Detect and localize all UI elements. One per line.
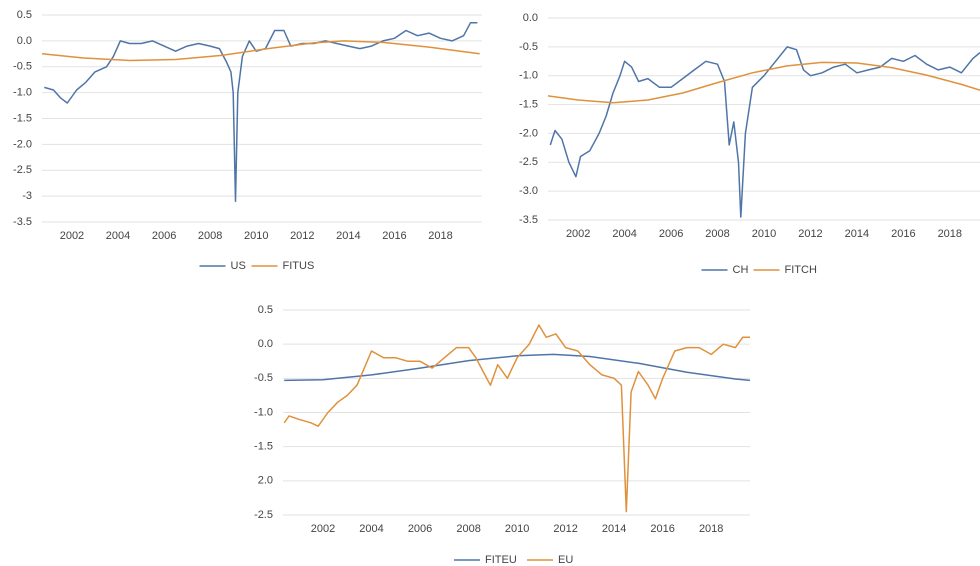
- x-tick-label: 2004: [106, 230, 130, 242]
- y-tick-label: -1.0: [519, 70, 538, 82]
- y-tick-label: -0.5: [519, 41, 538, 53]
- series-line: [549, 46, 980, 218]
- y-tick-label: -0.5: [254, 372, 273, 384]
- y-tick-label: -1.0: [254, 406, 273, 418]
- y-tick-label: 2.0: [258, 475, 273, 487]
- y-tick-label: -2.5: [13, 164, 32, 176]
- y-tick-label: -3: [22, 190, 32, 202]
- x-tick-label: 2010: [752, 228, 776, 240]
- y-tick-label: -3.0: [519, 185, 538, 197]
- y-tick-label: -2.5: [254, 509, 273, 521]
- legend-label: EU: [558, 554, 573, 566]
- x-tick-label: 2012: [798, 228, 822, 240]
- y-tick-label: -3.5: [13, 216, 32, 228]
- x-tick-label: 2002: [60, 230, 84, 242]
- legend-label: US: [231, 260, 246, 272]
- x-tick-label: 2004: [612, 228, 636, 240]
- x-tick-label: 2008: [198, 230, 222, 242]
- y-tick-label: -3.5: [519, 214, 538, 226]
- y-tick-label: -1.5: [13, 112, 32, 124]
- chart: -3.5 -3 -2.5 -2.0 -1.5 -1.0 -0.5 0.0 0.5 2002 2004…: [13, 9, 482, 272]
- legend-label: CH: [733, 264, 749, 276]
- x-tick-label: 2014: [602, 523, 626, 535]
- x-tick-label: 2010: [244, 230, 268, 242]
- x-tick-label: 2018: [428, 230, 452, 242]
- y-tick-label: -2.0: [13, 138, 32, 150]
- x-tick-label: 2016: [382, 230, 406, 242]
- legend: CH FITCH: [701, 264, 817, 276]
- x-tick-label: 2018: [699, 523, 723, 535]
- x-tick-label: 2004: [359, 523, 383, 535]
- x-tick-label: 2008: [705, 228, 729, 240]
- x-tick-label: 2006: [408, 523, 432, 535]
- series-line: [547, 61, 980, 104]
- x-tick-label: 2002: [311, 523, 335, 535]
- legend: US FITUS: [199, 260, 315, 272]
- x-tick-label: 2014: [336, 230, 360, 242]
- x-tick-label: 2008: [456, 523, 480, 535]
- x-tick-label: 2006: [152, 230, 176, 242]
- series-line: [41, 40, 480, 62]
- y-tick-label: 0.5: [258, 304, 273, 316]
- series-line: [284, 353, 751, 382]
- y-tick-label: -1.5: [254, 441, 273, 453]
- y-tick-label: -0.5: [13, 61, 32, 73]
- x-tick-label: 2014: [845, 228, 869, 240]
- legend-label: FITUS: [283, 260, 315, 272]
- legend-label: FITEU: [485, 554, 517, 566]
- legend: FITEU EU: [454, 554, 573, 566]
- y-tick-label: 0.0: [17, 35, 32, 47]
- x-tick-label: 2012: [290, 230, 314, 242]
- y-tick-label: -2.0: [519, 127, 538, 139]
- x-tick-label: 2016: [891, 228, 915, 240]
- chart: -3.5 -3.0 -2.5 -2.0 -1.5 -1.0 -0.5 0.0 2002 2004 2…: [519, 12, 980, 276]
- y-tick-label: -1.0: [13, 87, 32, 99]
- chart: -2.5 2.0 -1.5 -1.0 -0.5 0.0 0.5 2002 2004 2006 200…: [254, 304, 751, 566]
- x-tick-label: 2012: [553, 523, 577, 535]
- y-tick-label: -1.5: [519, 98, 538, 110]
- x-tick-label: 2016: [650, 523, 674, 535]
- x-tick-label: 2006: [659, 228, 683, 240]
- series-line: [44, 22, 478, 203]
- x-tick-label: 2018: [938, 228, 962, 240]
- x-tick-label: 2010: [505, 523, 529, 535]
- y-tick-label: -2.5: [519, 156, 538, 168]
- series-line: [283, 324, 750, 513]
- y-tick-label: 0.5: [17, 9, 32, 21]
- x-tick-label: 2002: [566, 228, 590, 240]
- legend-label: FITCH: [785, 264, 817, 276]
- y-tick-label: 0.0: [258, 338, 273, 350]
- y-tick-label: 0.0: [523, 12, 538, 24]
